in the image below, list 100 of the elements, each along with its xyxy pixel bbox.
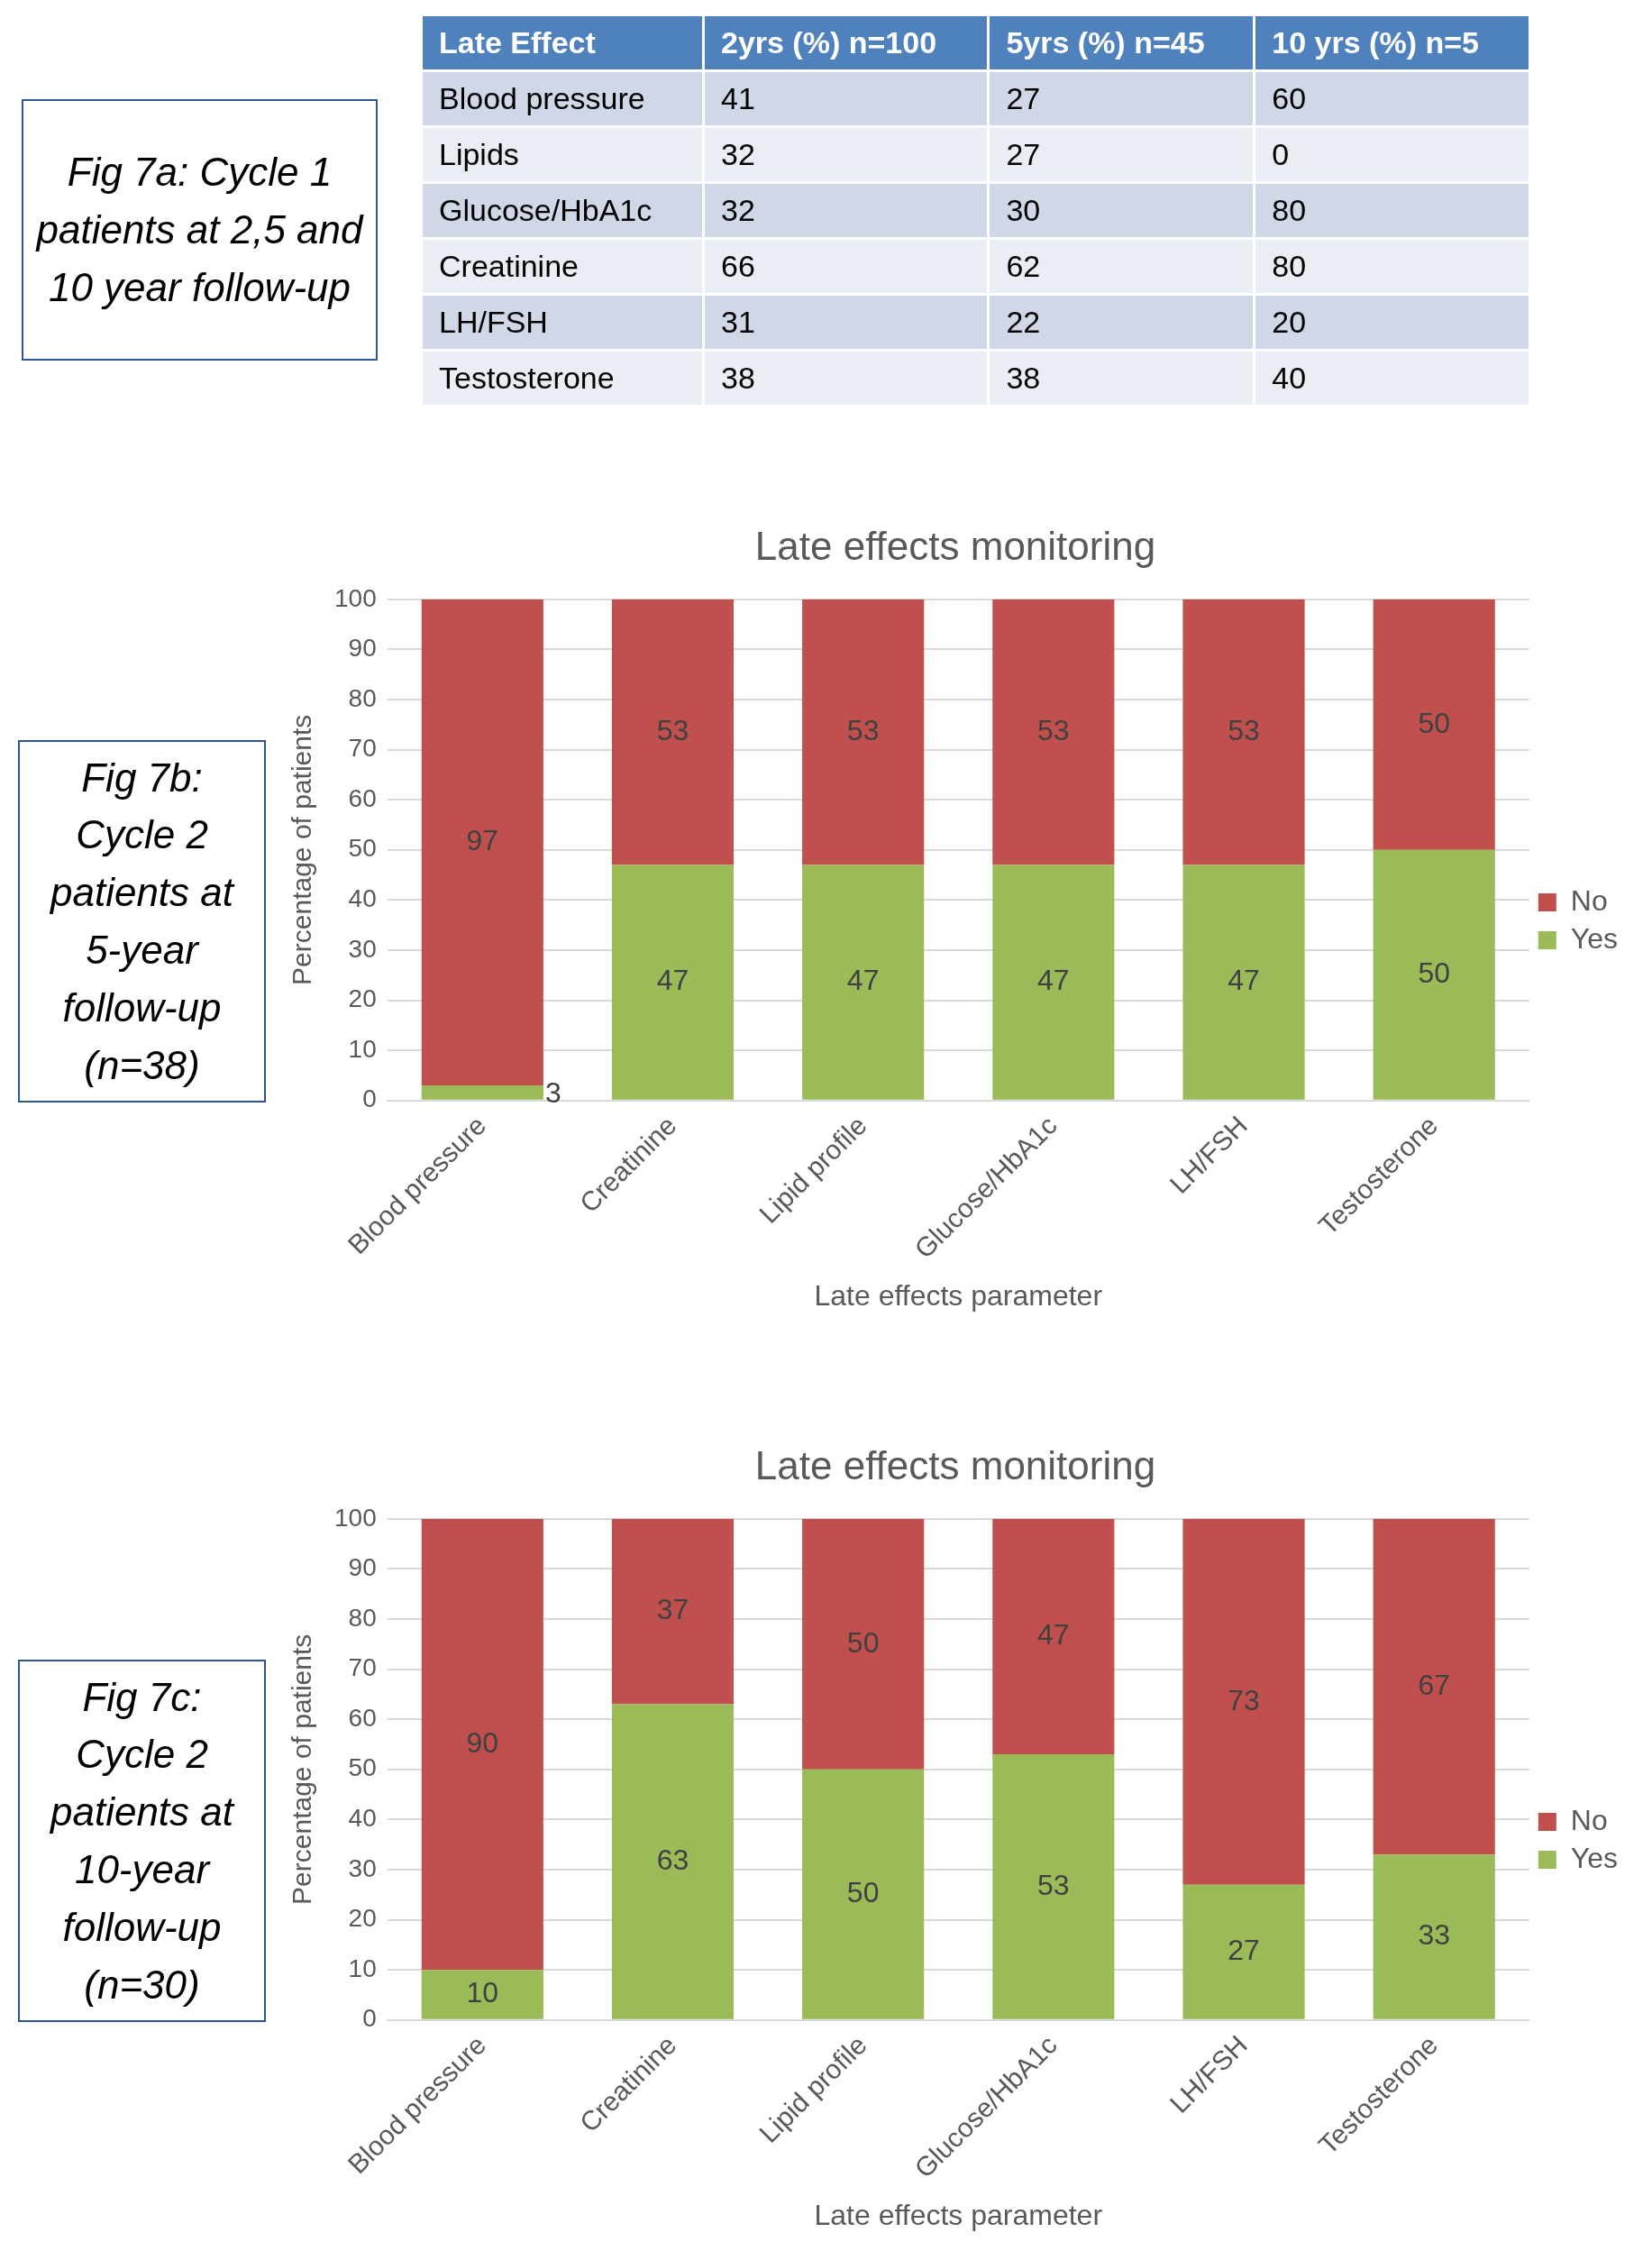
bar — [421, 599, 543, 1086]
legend-label: Yes — [1570, 921, 1618, 955]
x-axis-title: Late effects parameter — [814, 1278, 1103, 1312]
y-tick-label: 10 — [348, 1034, 377, 1063]
legend-label: Yes — [1570, 1841, 1618, 1874]
data-label: 63 — [656, 1843, 689, 1876]
data-label: 3 — [544, 1075, 561, 1109]
bar — [1182, 1884, 1305, 2019]
bar — [1182, 865, 1305, 1100]
bar — [421, 1970, 543, 2019]
chart-title: Late effects monitoring — [754, 523, 1156, 568]
bar — [992, 865, 1115, 1100]
y-axis-title: Percentage of patients — [287, 1633, 317, 1905]
series-label: 10 yrs (%) n=5 — [1254, 16, 1530, 71]
y-tick-label: 40 — [348, 884, 377, 913]
data-label: 66 — [703, 238, 989, 295]
bar — [611, 1704, 735, 2019]
y-tick-label: 70 — [348, 1653, 377, 1682]
data-label: 0 — [1254, 126, 1530, 183]
data-label: 47 — [1228, 964, 1260, 997]
data-label: 40 — [1254, 350, 1530, 407]
series-label: 5yrs (%) n=45 — [988, 16, 1255, 71]
y-tick-label: 60 — [348, 783, 377, 812]
data-label: 53 — [656, 713, 689, 746]
data-label: 32 — [703, 126, 989, 183]
y-tick-label: 50 — [348, 834, 377, 863]
data-label: 53 — [1037, 713, 1070, 746]
y-tick-label: 100 — [334, 1503, 377, 1532]
category-label: LH/FSH — [423, 294, 704, 351]
data-label: 67 — [1418, 1668, 1450, 1701]
bar — [992, 1754, 1115, 2019]
chart-title: Late effects monitoring — [754, 1442, 1156, 1487]
data-label: 80 — [1254, 238, 1530, 295]
data-label: 30 — [988, 182, 1255, 239]
data-label: 10 — [466, 1976, 499, 2009]
y-tick-label: 60 — [348, 1703, 377, 1732]
data-label: 31 — [703, 294, 989, 351]
data-label: 27 — [988, 126, 1255, 183]
data-label: 53 — [1228, 713, 1260, 746]
data-label: 47 — [1037, 964, 1070, 997]
bar — [1373, 849, 1495, 1100]
y-tick-label: 0 — [362, 1084, 377, 1113]
y-tick-label: 20 — [348, 984, 377, 1013]
y-tick-label: 90 — [348, 1553, 377, 1582]
legend-label: No — [1570, 1803, 1608, 1836]
bar — [421, 1518, 543, 1971]
bar — [802, 1518, 925, 1770]
bar — [1373, 1518, 1495, 1855]
y-tick-label: 70 — [348, 734, 377, 763]
data-label: 38 — [703, 350, 989, 407]
bar — [1182, 1518, 1305, 1885]
data-label: 97 — [466, 824, 499, 857]
bar — [611, 599, 735, 865]
bar — [992, 599, 1115, 865]
bar — [802, 865, 925, 1100]
data-label: 41 — [703, 70, 989, 127]
data-label: 62 — [988, 238, 1255, 295]
category-label: Testosterone — [423, 350, 704, 407]
bar — [802, 599, 925, 865]
y-tick-label: 20 — [348, 1904, 377, 1933]
y-tick-label: 30 — [348, 934, 377, 963]
data-label: 20 — [1254, 294, 1530, 351]
data-label: 50 — [1418, 706, 1450, 739]
data-label: 50 — [846, 1876, 880, 1909]
data-label: 50 — [1418, 956, 1450, 990]
data-label: 22 — [988, 294, 1255, 351]
data-label: 37 — [656, 1593, 689, 1626]
y-tick-label: 80 — [348, 1603, 377, 1632]
bar — [421, 1085, 543, 1100]
caption: Fig 7c: Cycle 2 patients at 10-year follow-up (n=30) — [49, 1673, 236, 2009]
y-tick-label: 40 — [348, 1804, 377, 1833]
x-axis-title: Late effects parameter — [814, 2198, 1103, 2231]
caption: Fig 7a: Cycle 1 patients at 2,5 and 10 year follow-up — [34, 149, 365, 311]
series-label: 2yrs (%) n=100 — [703, 16, 989, 71]
bar — [1373, 599, 1495, 850]
data-label: 27 — [988, 70, 1255, 127]
bar — [1182, 599, 1305, 865]
data-label: 32 — [703, 182, 989, 239]
bar — [802, 1769, 925, 2019]
category-label: Lipids — [423, 126, 704, 183]
data-label: 60 — [1254, 70, 1530, 127]
y-tick-label: 90 — [348, 634, 377, 663]
y-tick-label: 10 — [348, 1954, 377, 1982]
data-label: 47 — [656, 964, 689, 997]
bar — [611, 1518, 735, 1705]
caption: Fig 7b: Cycle 2 patients at 5-year follow-up (n=38) — [49, 754, 236, 1089]
y-tick-label: 80 — [348, 683, 377, 712]
data-label: 53 — [846, 713, 880, 746]
data-label: 47 — [1037, 1618, 1070, 1652]
y-tick-label: 50 — [348, 1753, 377, 1782]
data-label: 90 — [466, 1725, 499, 1759]
data-label: 38 — [988, 350, 1255, 407]
data-label: 53 — [1037, 1868, 1070, 1901]
text: Late Effect — [423, 16, 704, 71]
category-label: Blood pressure — [423, 70, 704, 127]
y-tick-label: 100 — [334, 583, 377, 612]
bar — [611, 865, 735, 1100]
y-tick-label: 30 — [348, 1853, 377, 1882]
category-label: Creatinine — [423, 238, 704, 295]
data-label: 73 — [1228, 1683, 1260, 1716]
